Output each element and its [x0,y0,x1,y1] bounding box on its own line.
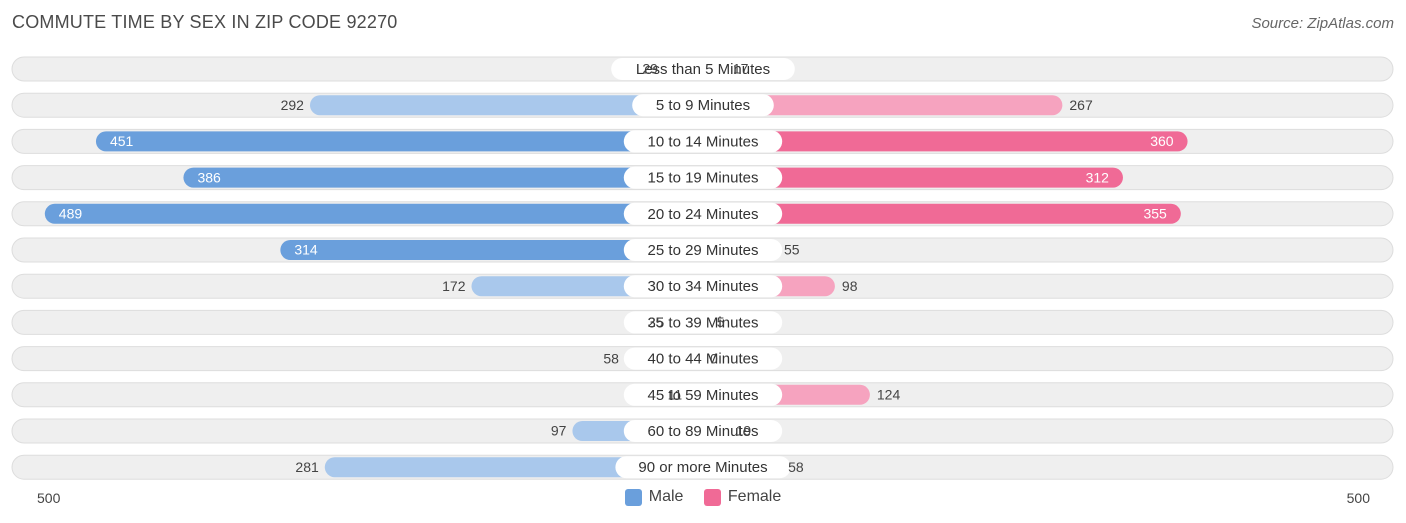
value-label-male: 172 [442,278,466,294]
value-label-male: 386 [197,169,221,185]
bar-female [703,131,1188,152]
value-label-female: 5 [717,314,725,330]
category-label-bg [623,383,783,406]
source-label: Source: ZipAtlas.com [1251,15,1394,32]
category-label-bg [623,275,783,298]
category-label: 15 to 19 Minutes [648,170,759,187]
value-label-male: 97 [551,423,567,439]
category-label: 25 to 29 Minutes [648,242,759,259]
category-label-bg [623,130,783,153]
value-label-male: 489 [59,206,83,222]
value-label-male: 29 [642,61,658,77]
legend-swatch-male [624,488,642,506]
category-label: 90 or more Minutes [638,459,767,476]
value-label-female: 17 [733,61,749,77]
value-label-male: 281 [295,459,319,475]
category-label: 60 to 89 Minutes [648,423,759,440]
bar-male [324,457,703,478]
value-label-female: 124 [877,387,901,403]
value-label-female: 267 [1069,97,1093,113]
value-label-female: 98 [842,278,858,294]
category-label-bg [623,202,783,225]
legend-item-male: Male [624,488,684,506]
value-label-female: 19 [736,423,752,439]
category-label: 10 to 14 Minutes [648,133,759,150]
value-label-male: 58 [603,350,619,366]
legend-label-male: Male [648,488,684,505]
category-label: 5 to 9 Minutes [656,97,750,114]
axis-right-label: 500 [1346,490,1370,506]
category-label: 45 to 59 Minutes [648,387,759,404]
category-label: 40 to 44 Minutes [648,351,759,368]
value-label-male: 451 [110,133,134,149]
bar-female [703,167,1123,188]
bar-male [95,131,704,152]
bar-male [44,203,703,224]
category-label: 30 to 34 Minutes [648,278,759,295]
value-label-female: 58 [788,459,804,475]
value-label-male: 292 [281,97,305,113]
bar-male [309,95,703,116]
category-label-bg [623,347,783,370]
value-label-female: 355 [1143,206,1167,222]
category-label-bg [623,311,783,334]
legend-item-female: Female [703,488,782,506]
category-label-bg [611,58,795,80]
value-label-female: 360 [1150,133,1174,149]
value-label-male: 25 [648,314,664,330]
bar-male [280,240,703,260]
bar-female [703,203,1181,224]
bar-female [703,95,1063,116]
legend: Male Female [0,488,1406,511]
category-label-bg [623,420,783,442]
value-label-female: 0 [710,350,718,366]
legend-swatch-female [703,488,721,506]
bar-male [183,167,704,188]
chart-title: COMMUTE TIME BY SEX IN ZIP CODE 92270 [12,12,398,32]
value-label-female: 312 [1086,169,1110,185]
category-label-bg [615,456,791,479]
category-label: Less than 5 Minutes [636,61,770,78]
value-label-male: 314 [294,242,318,258]
axis-left-label: 500 [37,490,61,506]
legend-label-female: Female [727,488,782,505]
category-label: 35 to 39 Minutes [648,314,759,331]
value-label-male: 11 [668,387,683,403]
value-label-female: 55 [784,242,800,258]
category-label-bg [632,94,774,117]
category-label: 20 to 24 Minutes [648,206,759,223]
category-label-bg [623,239,783,261]
category-label-bg [623,166,783,189]
